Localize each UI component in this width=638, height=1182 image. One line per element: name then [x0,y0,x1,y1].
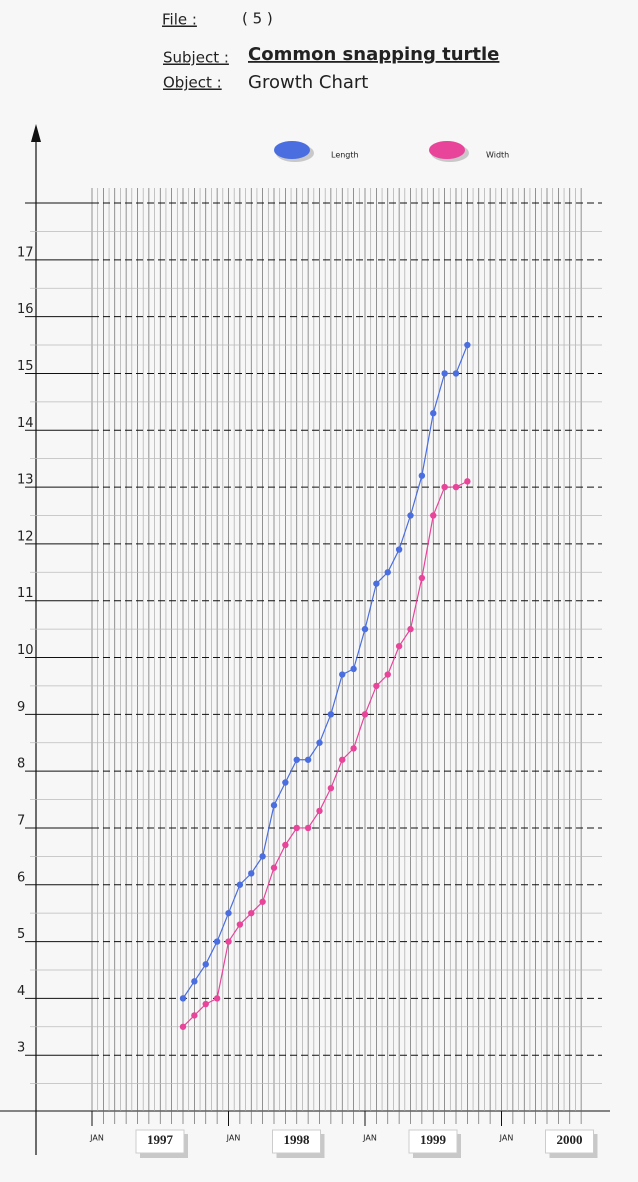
y-tick-label: 7 [17,813,25,828]
data-point [407,512,414,519]
data-point [430,410,437,417]
legend-label: Length [331,151,359,160]
data-point [213,995,221,1002]
data-point [441,483,448,491]
data-point [316,807,323,815]
legend-swatch [274,141,310,159]
data-point [293,824,300,832]
data-point [395,546,403,553]
legend-label: Width [486,151,509,160]
y-tick-label: 11 [17,586,34,601]
data-point [418,472,426,479]
data-point [316,739,323,746]
subject-value: Common snapping turtle [248,44,499,65]
x-tick-label: JAN [226,1134,241,1143]
data-point [384,671,391,678]
data-point [430,512,437,519]
data-point [407,625,414,633]
data-point [452,370,460,377]
data-point [191,1012,198,1019]
file-value: ( 5 ) [242,10,273,28]
data-point [236,921,244,928]
data-point [259,853,266,860]
year-box [408,1129,458,1154]
data-point [248,909,255,917]
data-point [225,938,232,945]
data-point [282,779,289,786]
year-label: 2000 [557,1132,583,1147]
data-point [361,625,369,633]
data-point [202,1000,209,1008]
data-point [282,841,289,849]
file-label: File : [162,11,197,29]
year-box [545,1129,594,1154]
data-point [327,784,335,792]
data-point [270,864,278,871]
y-tick-label: 10 [17,643,34,658]
y-tick-label: 4 [17,984,25,999]
y-axis-arrow [31,124,41,142]
data-point [213,938,221,945]
data-point [350,665,357,673]
y-tick-label: 5 [17,927,25,942]
y-tick-label: 13 [17,473,34,488]
data-point [373,682,380,690]
x-tick-label: JAN [499,1134,514,1143]
year-box [272,1129,321,1154]
year-label: 1997 [147,1132,174,1147]
y-tick-label: 6 [17,870,25,885]
data-point [327,711,335,718]
data-point [304,824,312,832]
y-tick-label: 3 [17,1041,25,1056]
data-point [464,341,471,349]
data-point [361,711,369,718]
data-point [384,569,391,576]
data-point [236,881,244,888]
data-point [202,961,209,968]
year-box [135,1129,185,1154]
data-point [464,478,471,485]
data-point [191,978,198,985]
data-point [373,580,380,587]
x-tick-label: JAN [362,1134,377,1143]
y-tick-label: 14 [17,416,34,431]
series-line [182,480,468,1028]
data-point [293,756,300,763]
y-tick-label: 17 [17,245,34,260]
data-point [179,995,187,1002]
x-tick-label: JAN [89,1134,104,1143]
data-point [179,1023,187,1030]
data-point [441,370,448,377]
data-point [452,483,460,491]
data-point [339,671,346,678]
data-point [339,756,346,763]
data-point [350,745,357,752]
data-point [248,870,255,877]
data-point [304,756,312,763]
data-point [259,898,266,905]
data-point [270,802,278,809]
data-point [395,642,403,650]
data-point [418,574,426,582]
subject-label: Subject : [163,49,229,67]
data-point [225,909,232,917]
y-tick-label: 8 [17,757,25,772]
object-value: Growth Chart [248,72,368,93]
year-label: 1998 [284,1132,311,1147]
y-tick-label: 9 [17,700,25,715]
object-label: Object : [163,74,222,92]
legend-swatch [429,141,465,159]
y-tick-label: 15 [17,359,34,374]
y-tick-label: 16 [17,302,34,317]
series-line [182,344,468,999]
year-label: 1999 [420,1132,447,1147]
y-tick-label: 12 [17,529,34,544]
